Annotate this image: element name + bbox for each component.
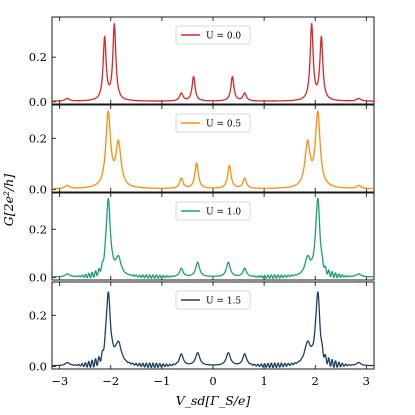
- y-tick-label: 0.2: [29, 308, 47, 322]
- legend-label: U = 1.0: [206, 208, 241, 218]
- x-tick-label: 0: [209, 374, 216, 388]
- y-tick-label: 0.2: [29, 131, 47, 145]
- y-tick-label: 0.0: [29, 271, 47, 285]
- y-tick-label: 0.0: [29, 359, 47, 373]
- x-tick-label: −1: [153, 374, 170, 388]
- x-tick-label: −3: [51, 374, 68, 388]
- series-line-u-3: [51, 291, 375, 369]
- x-tick-label: 2: [312, 374, 319, 388]
- y-tick-label: 0.0: [29, 182, 47, 196]
- x-tick-label: −2: [102, 374, 119, 388]
- panel-2: 0.0 0.2 U = 0.5: [29, 104, 375, 196]
- y-tick-label: 0.0: [29, 95, 47, 109]
- x-axis-label: V_sd[Γ_S/e]: [176, 393, 251, 408]
- y-tick-label: 0.2: [29, 50, 47, 64]
- legend-box: [175, 25, 251, 45]
- legend-label: U = 1.5: [206, 297, 241, 307]
- x-tick-labels: −3 −2 −1 0 1 2 3: [51, 374, 370, 388]
- y-tick-label: 0.2: [29, 222, 47, 236]
- series-line-u-2: [51, 197, 375, 279]
- x-tick-label: 3: [363, 374, 370, 388]
- legend-label: U = 0.0: [206, 32, 241, 42]
- y-axis-label: G[2e²/h]: [1, 174, 16, 226]
- legend-box: [175, 113, 251, 133]
- series-line-u-0: [51, 22, 375, 102]
- legend-label: U = 0.5: [206, 120, 241, 130]
- panel-1: 0.0 0.2 U = 0.0: [29, 16, 375, 109]
- panels-group: 0.00.2U = 0.00.00.2U = 0.50.00.2U = 1.00…: [29, 16, 375, 373]
- panel-4: 0.0 0.2 U = 1.5: [29, 281, 375, 373]
- legend-box: [175, 201, 251, 221]
- x-tick-label: 1: [260, 374, 267, 388]
- legend-box: [175, 290, 251, 310]
- series-line-u-1: [51, 110, 375, 190]
- panel-3: 0.0 0.2 U = 1.0: [29, 192, 375, 285]
